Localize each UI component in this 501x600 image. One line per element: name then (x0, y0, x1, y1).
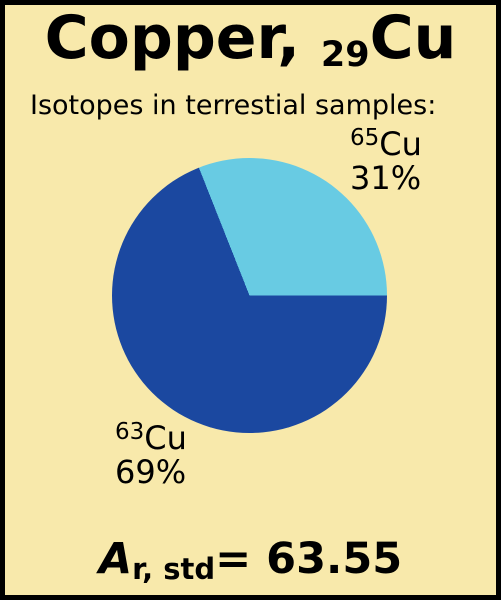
title-comma: , (277, 3, 321, 73)
card-title: Copper, 29Cu (0, 8, 501, 73)
slice-label-65cu: 65Cu 31% (350, 128, 422, 195)
isotope-mass-63: 63 (115, 419, 144, 445)
pie-disc (112, 158, 387, 433)
isotope-percent-65: 31% (350, 159, 421, 197)
footer-A: A (99, 534, 132, 584)
atomic-weight-footer: Ar, std= 63.55 (0, 534, 501, 586)
atomic-number: 29 (321, 35, 370, 75)
isotope-symbol-65: Cu (379, 125, 422, 163)
pie-chart (112, 158, 387, 433)
element-symbol: Cu (370, 3, 457, 73)
isotope-symbol-63: Cu (144, 419, 187, 457)
footer-value: = 63.55 (215, 534, 402, 584)
card-subtitle: Isotopes in terrestial samples: (30, 90, 436, 121)
element-name: Copper (45, 3, 278, 73)
isotope-percent-63: 69% (115, 453, 186, 491)
slice-label-63cu: 63Cu 69% (115, 422, 187, 489)
footer-r-std: r, std (132, 552, 215, 586)
element-card: Copper, 29Cu Isotopes in terrestial samp… (0, 0, 501, 600)
isotope-mass-65: 65 (350, 125, 379, 151)
